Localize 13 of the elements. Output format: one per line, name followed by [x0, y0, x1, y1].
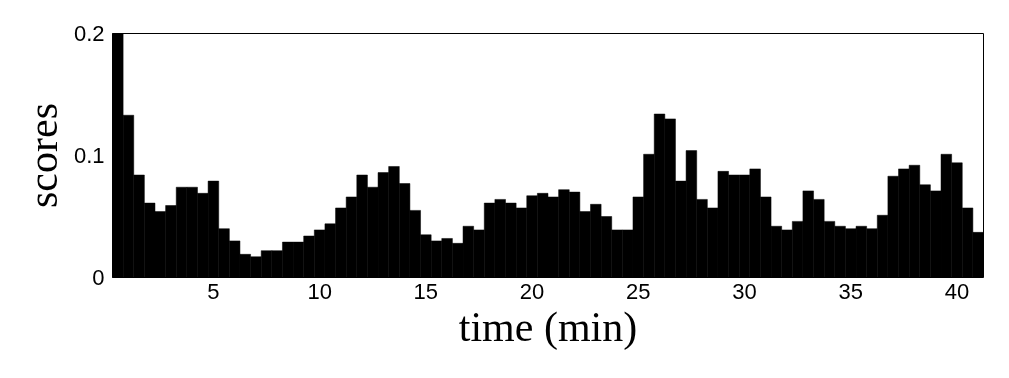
x-tick-label: 30	[732, 278, 757, 304]
x-tick-label: 40	[944, 278, 970, 304]
y-tick-label: 0	[92, 265, 105, 290]
x-tick-label: 10	[307, 278, 332, 304]
x-tick-label: 35	[838, 278, 863, 304]
y-tick-label: 0.2	[73, 21, 105, 46]
x-axis-title: time (min)	[458, 303, 638, 351]
x-tick-label: 5	[207, 278, 220, 304]
x-tick-label: 15	[413, 278, 439, 304]
x-tick-label: 25	[626, 278, 651, 304]
y-axis-title: scores	[19, 103, 66, 208]
y-tick-label: 0.1	[73, 143, 105, 168]
x-tick-label: 20	[519, 278, 545, 304]
